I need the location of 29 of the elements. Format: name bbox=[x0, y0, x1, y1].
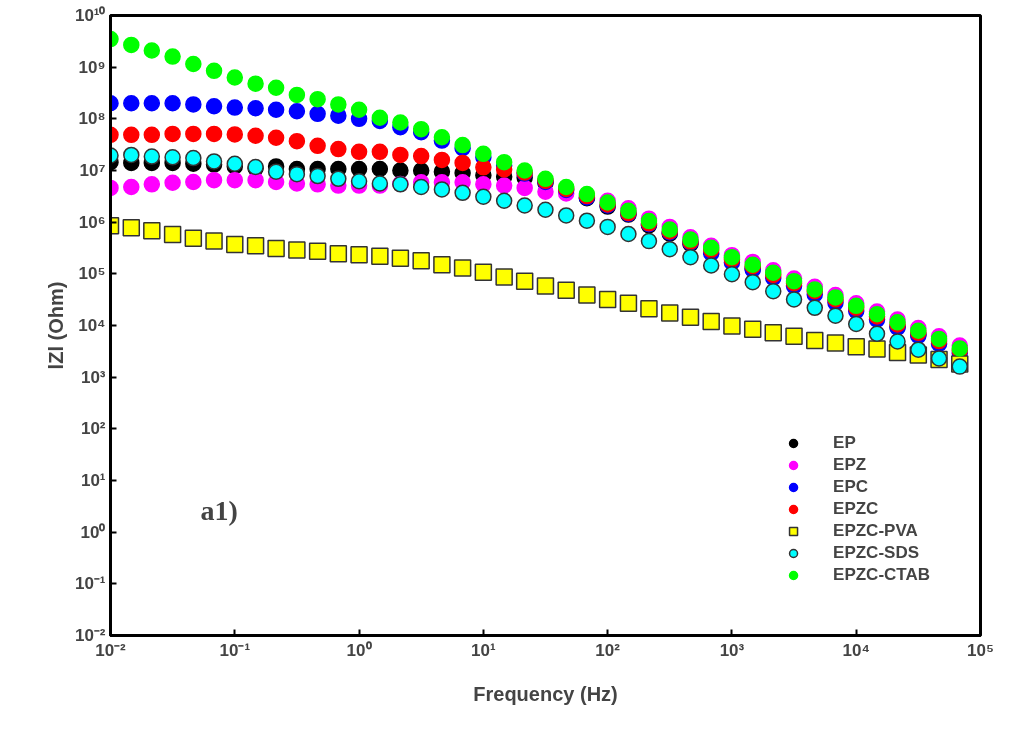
x-tick-label: 10⁴ bbox=[842, 640, 870, 660]
y-tick-label: 10⁴ bbox=[78, 316, 106, 335]
legend-label: EP bbox=[833, 433, 856, 453]
y-axis-title: lZl (Ohm) bbox=[44, 281, 67, 370]
y-tick-label: 10¹⁰ bbox=[74, 6, 106, 25]
y-tick-label: 10³ bbox=[80, 367, 106, 387]
legend-label: EPC bbox=[833, 477, 869, 497]
y-tick-label: 10⁻¹ bbox=[74, 574, 106, 594]
y-tick-label: 10⁵ bbox=[78, 264, 106, 284]
y-tick-label: 10⁹ bbox=[78, 57, 106, 77]
y-tick-label: 10⁷ bbox=[79, 161, 106, 180]
x-tick-label: 10⁰ bbox=[346, 640, 372, 660]
y-tick-label: 10² bbox=[80, 419, 106, 439]
x-axis-title: Frequency (Hz) bbox=[473, 682, 618, 705]
y-tick-label: 10⁰ bbox=[80, 522, 106, 542]
x-tick-label: 10³ bbox=[719, 640, 745, 660]
legend-label: EPZC bbox=[833, 499, 879, 519]
legend-label: EPZ bbox=[833, 455, 867, 475]
y-tick-label: 10¹ bbox=[80, 471, 106, 490]
annotation: a1) bbox=[200, 494, 238, 526]
x-tick-label: 10⁵ bbox=[967, 640, 994, 660]
legend-label: EPZC-CTAB bbox=[833, 565, 930, 585]
x-tick-label: 10¹ bbox=[471, 640, 496, 660]
x-tick-label: 10⁻¹ bbox=[219, 640, 251, 660]
legend-label: EPZC-SDS bbox=[833, 543, 920, 563]
y-tick-label: 10⁶ bbox=[78, 212, 106, 232]
x-tick-label: 10² bbox=[595, 640, 621, 660]
legend-label: EPZC-PVA bbox=[833, 521, 918, 541]
y-tick-label: 10⁸ bbox=[78, 109, 106, 129]
